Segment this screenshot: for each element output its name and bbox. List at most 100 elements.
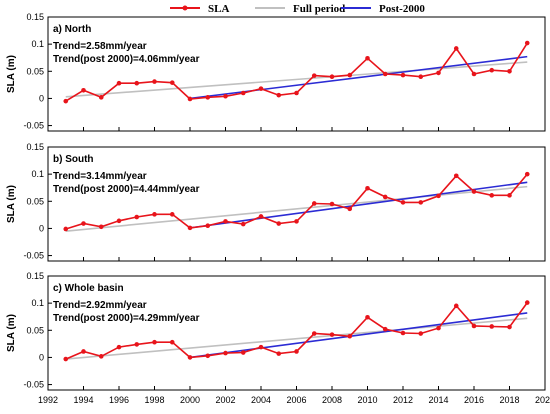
y-axis-title: SLA (m) bbox=[6, 314, 17, 352]
y-tick-label: 0.05 bbox=[26, 196, 44, 206]
y-tick-label: -0.05 bbox=[23, 380, 44, 390]
sla-point bbox=[400, 72, 406, 78]
sla-point bbox=[187, 96, 193, 102]
sla-point bbox=[418, 200, 424, 205]
trend-post-text: Trend(post 2000)=4.44mm/year bbox=[53, 184, 200, 195]
legend: SLA Full period Post-2000 bbox=[170, 3, 425, 15]
sla-point bbox=[169, 80, 175, 85]
panel-north: -0.05 0 0.05 0.1 0.15 SLA (m) a) North Trend=2.… bbox=[6, 12, 546, 132]
legend-label: Full period bbox=[293, 3, 345, 15]
sla-point bbox=[418, 74, 424, 80]
legend-item-post-2000: Post-2000 bbox=[341, 3, 425, 15]
x-axis: 1992 1994 1996 1998 2000 2002 2004 2006 2008 2010… bbox=[38, 395, 550, 405]
sla-point bbox=[81, 221, 86, 226]
sla-point bbox=[329, 201, 335, 207]
full-period-trend-line bbox=[65, 317, 528, 360]
sla-point bbox=[418, 331, 424, 336]
x-tick-label: 2014 bbox=[428, 395, 448, 405]
sla-point bbox=[489, 67, 495, 73]
panel-frame bbox=[47, 146, 546, 262]
panel-label: a) North bbox=[53, 24, 91, 35]
sla-point bbox=[276, 92, 282, 98]
sla-point bbox=[453, 303, 459, 309]
sla-point bbox=[223, 350, 228, 356]
sla-point bbox=[116, 218, 122, 224]
sla-point bbox=[382, 194, 388, 200]
sla-point bbox=[205, 95, 211, 100]
post-2000-trend-line bbox=[189, 312, 528, 359]
post-2000-trend-line bbox=[189, 181, 528, 229]
legend-item-full-period: Full period bbox=[255, 3, 345, 15]
sla-point bbox=[63, 226, 69, 232]
sla-point bbox=[152, 79, 157, 84]
sla-point bbox=[63, 98, 69, 104]
sla-point bbox=[507, 324, 512, 330]
sla-point bbox=[276, 221, 282, 226]
sla-point bbox=[134, 342, 140, 347]
x-tick-label: 1996 bbox=[109, 395, 129, 405]
legend-label: Post-2000 bbox=[379, 3, 425, 15]
sla-point bbox=[436, 325, 441, 331]
sla-point bbox=[365, 185, 370, 191]
sla-point bbox=[294, 349, 299, 354]
sla-point bbox=[400, 330, 406, 336]
chart-panels: -0.05 0 0.05 0.1 0.15 SLA (m) a) North Trend=2.… bbox=[6, 12, 546, 391]
sla-point bbox=[258, 344, 264, 350]
sla-point bbox=[453, 46, 459, 51]
full-period-trend-line bbox=[65, 61, 528, 98]
sla-point bbox=[294, 219, 299, 224]
sla-point bbox=[436, 70, 441, 76]
y-tick-label: 0 bbox=[39, 352, 44, 362]
sla-point bbox=[258, 214, 264, 219]
legend-label: SLA bbox=[208, 3, 229, 15]
sla-point bbox=[507, 193, 512, 198]
sla-point bbox=[240, 221, 246, 227]
x-tick-label: 2002 bbox=[215, 395, 235, 405]
sla-point bbox=[400, 200, 406, 205]
sla-point bbox=[347, 206, 353, 212]
sla-point bbox=[365, 314, 370, 320]
sla-point bbox=[81, 87, 86, 93]
sla-point bbox=[507, 68, 512, 74]
sla-point bbox=[223, 219, 228, 224]
sla-point bbox=[382, 326, 388, 332]
y-axis-title: SLA (m) bbox=[6, 185, 17, 223]
y-tick-label: 0.15 bbox=[26, 12, 44, 22]
x-tick-label: 2016 bbox=[464, 395, 484, 405]
sla-point bbox=[294, 90, 299, 96]
trend-post-text: Trend(post 2000)=4.06mm/year bbox=[53, 54, 200, 65]
trend-post-text: Trend(post 2000)=4.29mm/year bbox=[53, 313, 200, 324]
sla-point bbox=[152, 212, 157, 217]
x-tick-label: 1992 bbox=[38, 395, 58, 405]
sla-point bbox=[471, 323, 477, 329]
sla-point bbox=[98, 95, 104, 100]
y-axis: -0.05 0 0.05 0.1 0.15 bbox=[23, 142, 52, 261]
sla-point bbox=[382, 71, 388, 77]
sla-point bbox=[471, 71, 477, 77]
y-axis-title: SLA (m) bbox=[6, 55, 17, 93]
sla-point bbox=[489, 193, 495, 198]
x-tick-label: 2000 bbox=[180, 395, 200, 405]
y-tick-label: 0.15 bbox=[26, 271, 44, 281]
y-tick-label: 0 bbox=[39, 93, 44, 103]
sla-point bbox=[169, 212, 175, 217]
legend-marker bbox=[182, 5, 188, 11]
y-tick-label: 0.15 bbox=[26, 142, 44, 152]
y-tick-label: 0.1 bbox=[31, 169, 44, 179]
panel-label: b) South bbox=[53, 154, 94, 165]
sla-point bbox=[205, 353, 211, 359]
full-period-trend-line bbox=[65, 185, 528, 232]
y-tick-label: -0.05 bbox=[23, 121, 44, 131]
y-axis: -0.05 0 0.05 0.1 0.15 bbox=[23, 271, 52, 390]
sla-point bbox=[524, 40, 530, 46]
x-tick-label: 2004 bbox=[251, 395, 271, 405]
x-tick-label: 1994 bbox=[73, 395, 93, 405]
trend-full-text: Trend=2.92mm/year bbox=[53, 300, 147, 311]
x-tick-label: 2018 bbox=[499, 395, 519, 405]
x-tick-label: 2010 bbox=[357, 395, 377, 405]
sla-point bbox=[311, 331, 317, 336]
sla-point bbox=[489, 324, 495, 329]
sla-point bbox=[311, 73, 317, 78]
sla-point bbox=[98, 354, 104, 359]
